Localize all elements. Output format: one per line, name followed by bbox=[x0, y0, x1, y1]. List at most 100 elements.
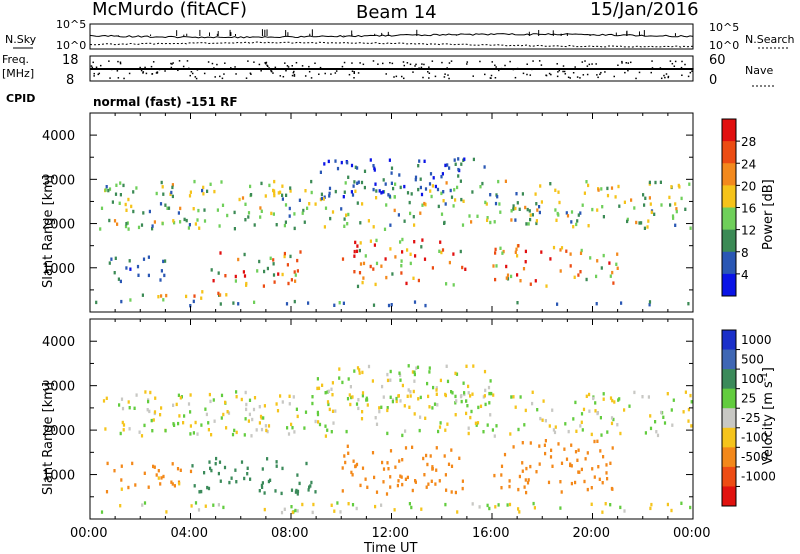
data-cell bbox=[361, 370, 364, 375]
data-cell bbox=[444, 163, 447, 168]
nave-mark bbox=[604, 71, 606, 73]
data-cell bbox=[258, 405, 261, 409]
nave-mark bbox=[495, 66, 497, 68]
data-cell bbox=[425, 485, 428, 489]
data-cell bbox=[457, 167, 460, 172]
data-cell bbox=[373, 243, 376, 247]
data-cell bbox=[284, 220, 287, 224]
data-cell bbox=[441, 248, 445, 252]
data-cell bbox=[281, 184, 284, 188]
data-cell bbox=[140, 223, 144, 227]
data-cell bbox=[393, 508, 396, 512]
data-cell bbox=[179, 468, 182, 472]
nave-mark bbox=[270, 69, 272, 72]
data-cell bbox=[500, 486, 503, 490]
data-cell bbox=[409, 394, 412, 398]
data-cell bbox=[189, 393, 192, 397]
nave-mark bbox=[310, 77, 313, 79]
data-cell bbox=[592, 396, 595, 401]
data-cell bbox=[417, 164, 420, 168]
data-cell bbox=[403, 404, 406, 408]
data-cell bbox=[505, 276, 508, 280]
data-cell bbox=[406, 248, 409, 252]
data-cell bbox=[663, 421, 667, 425]
data-cell bbox=[539, 416, 542, 421]
nsearch-label: N.Search bbox=[745, 33, 795, 46]
data-cell bbox=[284, 203, 288, 207]
data-cell bbox=[670, 185, 673, 189]
nave-mark bbox=[466, 61, 469, 63]
data-cell bbox=[146, 408, 149, 412]
data-cell bbox=[535, 219, 538, 223]
data-cell bbox=[430, 479, 433, 483]
nave-mark bbox=[152, 61, 155, 63]
data-cell bbox=[441, 172, 444, 176]
data-cell bbox=[110, 257, 113, 261]
data-cell bbox=[138, 430, 141, 434]
data-cell bbox=[346, 222, 349, 226]
data-cell bbox=[647, 219, 650, 223]
nave-mark bbox=[287, 66, 290, 68]
data-cell bbox=[244, 218, 247, 222]
nave-mark bbox=[400, 75, 403, 78]
nave-mark bbox=[190, 70, 193, 73]
data-cell bbox=[406, 191, 410, 195]
data-cell bbox=[460, 162, 463, 166]
data-cell bbox=[367, 219, 370, 223]
data-cell bbox=[173, 221, 176, 225]
data-cell bbox=[573, 275, 576, 279]
data-cell bbox=[361, 391, 365, 395]
nave-mark bbox=[448, 62, 451, 64]
data-cell bbox=[304, 189, 307, 193]
data-cell bbox=[362, 276, 365, 280]
data-cell bbox=[352, 184, 355, 188]
data-cell bbox=[243, 274, 247, 278]
data-cell bbox=[234, 279, 237, 283]
data-cell bbox=[243, 252, 246, 257]
data-cell bbox=[460, 197, 463, 202]
data-cell bbox=[346, 161, 349, 165]
data-cell bbox=[177, 211, 180, 215]
nave-mark bbox=[472, 75, 474, 77]
data-cell bbox=[552, 428, 555, 432]
data-cell bbox=[687, 407, 690, 412]
data-cell bbox=[380, 191, 383, 195]
data-cell bbox=[533, 506, 536, 510]
data-cell bbox=[252, 407, 256, 412]
nave-mark bbox=[116, 70, 119, 72]
data-cell bbox=[606, 477, 609, 481]
power-colorbar-tick-label: 16 bbox=[741, 202, 756, 216]
nave-mark bbox=[584, 60, 586, 62]
data-cell bbox=[343, 217, 346, 221]
data-cell bbox=[231, 432, 235, 437]
data-cell bbox=[120, 487, 123, 491]
data-cell bbox=[595, 274, 598, 279]
data-cell bbox=[343, 224, 346, 228]
data-cell bbox=[208, 460, 211, 464]
data-cell bbox=[380, 503, 383, 507]
data-cell bbox=[151, 429, 154, 433]
nave-mark bbox=[372, 60, 375, 62]
data-cell bbox=[660, 410, 663, 415]
data-cell bbox=[275, 223, 278, 227]
nave-mark bbox=[272, 72, 274, 74]
data-cell bbox=[462, 381, 465, 385]
power-colorbar-label: Power [dB] bbox=[761, 179, 776, 250]
nave-mark bbox=[563, 70, 566, 73]
data-cell bbox=[164, 259, 167, 263]
velocity-colorbar-tick-label: 25 bbox=[741, 391, 756, 405]
data-cell bbox=[574, 450, 578, 454]
data-cell bbox=[457, 174, 460, 178]
data-cell bbox=[192, 431, 195, 435]
data-cell bbox=[689, 226, 692, 230]
data-cell bbox=[432, 385, 435, 390]
data-cell bbox=[263, 491, 266, 495]
data-cell bbox=[105, 185, 108, 189]
data-cell bbox=[361, 410, 364, 414]
data-cell bbox=[438, 479, 441, 483]
data-cell bbox=[172, 219, 175, 223]
data-cell bbox=[148, 209, 151, 214]
power-data bbox=[95, 157, 692, 308]
data-cell bbox=[162, 259, 165, 264]
